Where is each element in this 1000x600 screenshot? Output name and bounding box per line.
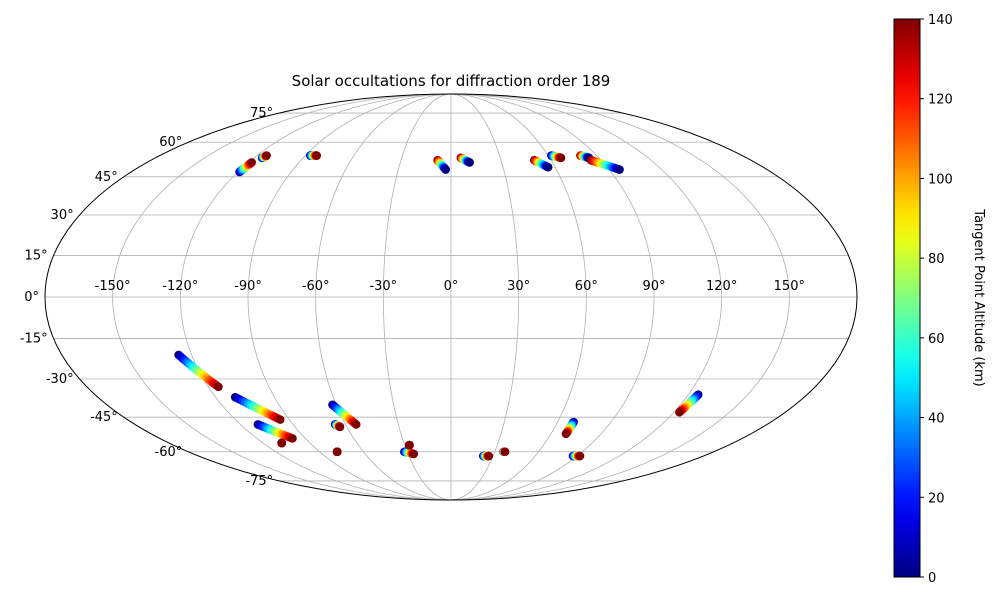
occultation-point (312, 151, 322, 160)
x-tick-label: 30° (507, 279, 530, 294)
occultation-point (405, 440, 414, 450)
grid (45, 93, 857, 501)
y-tick-label: -75° (245, 474, 273, 489)
occultation-point (615, 165, 624, 174)
x-tick-label: -150° (95, 279, 131, 294)
occultation-point (275, 415, 285, 424)
colorbar-tick-label: 120 (928, 93, 953, 108)
colorbar-label: Tangent Point Altitude (km) (971, 208, 986, 386)
occultation-point (332, 447, 342, 457)
y-tick-label: 60° (159, 135, 182, 150)
y-tick-label: 15° (25, 248, 48, 263)
occultation-point (561, 429, 571, 439)
data-points (174, 151, 703, 461)
colorbar: 0 20 40 60 80 100 120 140 Tangent Point Altitud… (893, 13, 986, 586)
occultation-point (465, 158, 474, 167)
colorbar-tick-label: 40 (928, 412, 945, 427)
x-tick-label: -30° (369, 279, 397, 294)
occultation-point (247, 158, 256, 167)
x-tick-label: -60° (302, 279, 330, 294)
colorbar-tick-label: 80 (928, 252, 945, 267)
x-tick-label: 120° (706, 279, 737, 294)
x-tick-label: 60° (575, 279, 598, 294)
x-tick-label: 0° (444, 279, 459, 294)
y-tick-label: 0° (24, 290, 39, 305)
occultation-point (575, 451, 585, 461)
colorbar-tick-label: 0 (928, 571, 936, 586)
occultation-point (277, 438, 287, 448)
y-tick-label: -60° (155, 445, 183, 460)
colorbar-tick-label: 100 (928, 172, 953, 187)
occultation-point (675, 407, 684, 417)
y-tick-label: 75° (250, 106, 273, 121)
x-tick-label: -90° (234, 279, 262, 294)
colorbar-ticks: 0 20 40 60 80 100 120 140 (920, 13, 953, 586)
colorbar-tick-label: 140 (928, 13, 953, 28)
occultation-point (543, 162, 553, 172)
occultation-point (262, 151, 271, 160)
y-tick-label: -30° (46, 372, 74, 387)
occultation-point (484, 451, 494, 461)
occultation-point (288, 434, 297, 443)
chart-title: Solar occultations for diffraction order… (292, 72, 611, 90)
y-tick-label: -45° (90, 410, 118, 425)
tick-labels: -150° -120° -90° -60° -30° 0° 30° 60° 90° 120° 150… (20, 106, 805, 489)
occultation-point (556, 153, 566, 163)
occultation-point (214, 382, 223, 392)
x-tick-label: 90° (642, 279, 665, 294)
colorbar-gradient (893, 18, 921, 578)
colorbar-tick-label: 60 (928, 332, 945, 347)
y-tick-label: 45° (95, 170, 118, 185)
occultation-point (409, 449, 419, 459)
colorbar-tick-label: 20 (928, 491, 945, 506)
y-tick-label: 30° (51, 208, 74, 223)
occultation-point (500, 447, 510, 457)
map-frame (44, 93, 858, 501)
occultation-point (351, 420, 361, 429)
occultation-point (335, 422, 345, 432)
x-tick-label: -120° (162, 279, 198, 294)
y-tick-label: -15° (20, 332, 48, 347)
x-tick-label: 150° (774, 279, 805, 294)
occultation-point (441, 165, 451, 174)
